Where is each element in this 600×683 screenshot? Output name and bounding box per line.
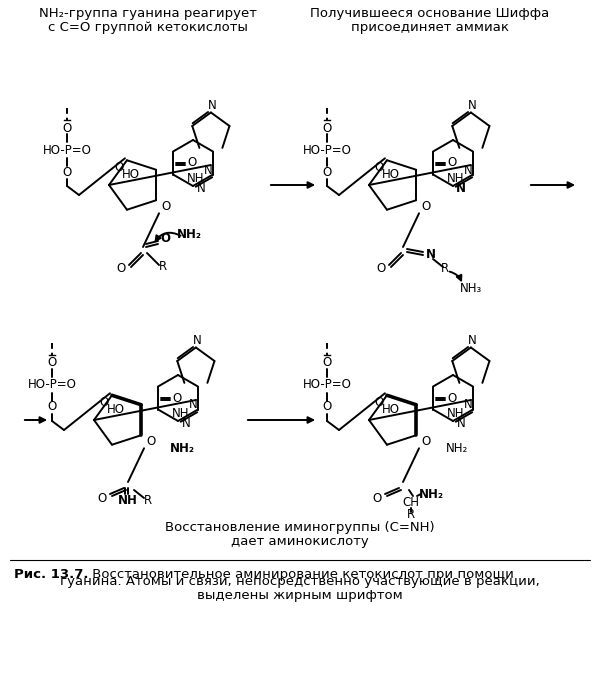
Text: O: O xyxy=(62,165,71,178)
Text: O: O xyxy=(376,262,386,275)
Text: NH₂-группа гуанина реагирует: NH₂-группа гуанина реагирует xyxy=(39,8,257,20)
Text: с C=O группой кетокислоты: с C=O группой кетокислоты xyxy=(48,20,248,33)
Text: R: R xyxy=(144,494,152,507)
Text: NH₂: NH₂ xyxy=(176,229,202,242)
Text: N: N xyxy=(456,182,466,195)
Text: NH₂: NH₂ xyxy=(419,488,443,501)
Text: N: N xyxy=(188,398,197,411)
Text: HO-P=O: HO-P=O xyxy=(43,143,91,156)
Text: O: O xyxy=(374,161,383,174)
Text: Восстановительное аминирование кетокислот при помощи: Восстановительное аминирование кетокисло… xyxy=(88,568,514,581)
Text: HO: HO xyxy=(382,403,400,416)
Text: O: O xyxy=(146,435,155,448)
Text: Рис. 13.7.: Рис. 13.7. xyxy=(14,568,89,581)
Text: HO: HO xyxy=(122,168,140,181)
Text: O: O xyxy=(373,492,382,505)
Text: O: O xyxy=(116,262,125,275)
Text: CH: CH xyxy=(403,495,419,509)
Text: O: O xyxy=(421,200,431,213)
Text: HO-P=O: HO-P=O xyxy=(302,143,352,156)
Text: O: O xyxy=(187,156,197,169)
Text: NH₃: NH₃ xyxy=(460,283,482,296)
Text: NH₂: NH₂ xyxy=(446,441,468,454)
Text: N: N xyxy=(208,99,216,112)
Text: R: R xyxy=(441,262,449,275)
Text: O: O xyxy=(47,400,56,413)
Text: O: O xyxy=(47,357,56,370)
Text: HO-P=O: HO-P=O xyxy=(28,378,76,391)
Text: N: N xyxy=(457,417,466,430)
Text: N: N xyxy=(464,163,472,176)
Text: N: N xyxy=(467,99,476,112)
Text: O: O xyxy=(448,391,457,404)
Text: выделены жирным шрифтом: выделены жирным шрифтом xyxy=(197,589,403,602)
Text: O: O xyxy=(172,391,182,404)
Text: HO: HO xyxy=(382,168,400,181)
Text: HO: HO xyxy=(107,403,125,416)
Text: N: N xyxy=(464,398,472,411)
Text: O: O xyxy=(322,400,332,413)
Text: R: R xyxy=(159,260,167,273)
Text: NH: NH xyxy=(187,172,205,185)
Text: N: N xyxy=(426,249,436,262)
Text: R: R xyxy=(407,507,415,520)
Text: O: O xyxy=(161,200,170,213)
Text: NH: NH xyxy=(118,494,138,507)
Text: O: O xyxy=(374,396,383,409)
Text: NH: NH xyxy=(172,407,190,420)
Text: N: N xyxy=(182,417,190,430)
Text: O: O xyxy=(115,161,124,174)
Text: N: N xyxy=(193,334,201,347)
Text: дает аминокислоту: дает аминокислоту xyxy=(231,535,369,548)
Text: O: O xyxy=(322,357,332,370)
Text: O: O xyxy=(160,232,170,245)
Text: O: O xyxy=(448,156,457,169)
Text: Получившееся основание Шиффа: Получившееся основание Шиффа xyxy=(310,8,550,20)
Text: O: O xyxy=(62,122,71,135)
Text: присоединяет аммиак: присоединяет аммиак xyxy=(351,20,509,33)
Text: O: O xyxy=(421,435,431,448)
Text: N: N xyxy=(203,163,212,176)
Text: O: O xyxy=(97,492,107,505)
Text: NH: NH xyxy=(447,172,464,185)
Text: N: N xyxy=(467,334,476,347)
Text: Восстановление иминогруппы (C=NH): Восстановление иминогруппы (C=NH) xyxy=(165,522,435,535)
Text: N: N xyxy=(197,182,205,195)
Text: O: O xyxy=(322,122,332,135)
Text: NH: NH xyxy=(447,407,464,420)
Text: O: O xyxy=(322,165,332,178)
Text: O: O xyxy=(100,396,109,409)
Text: HO-P=O: HO-P=O xyxy=(302,378,352,391)
Text: NH₂: NH₂ xyxy=(170,441,194,454)
Text: гуанина. Атомы и связи, непосредственно участвующие в реакции,: гуанина. Атомы и связи, непосредственно … xyxy=(60,576,540,589)
